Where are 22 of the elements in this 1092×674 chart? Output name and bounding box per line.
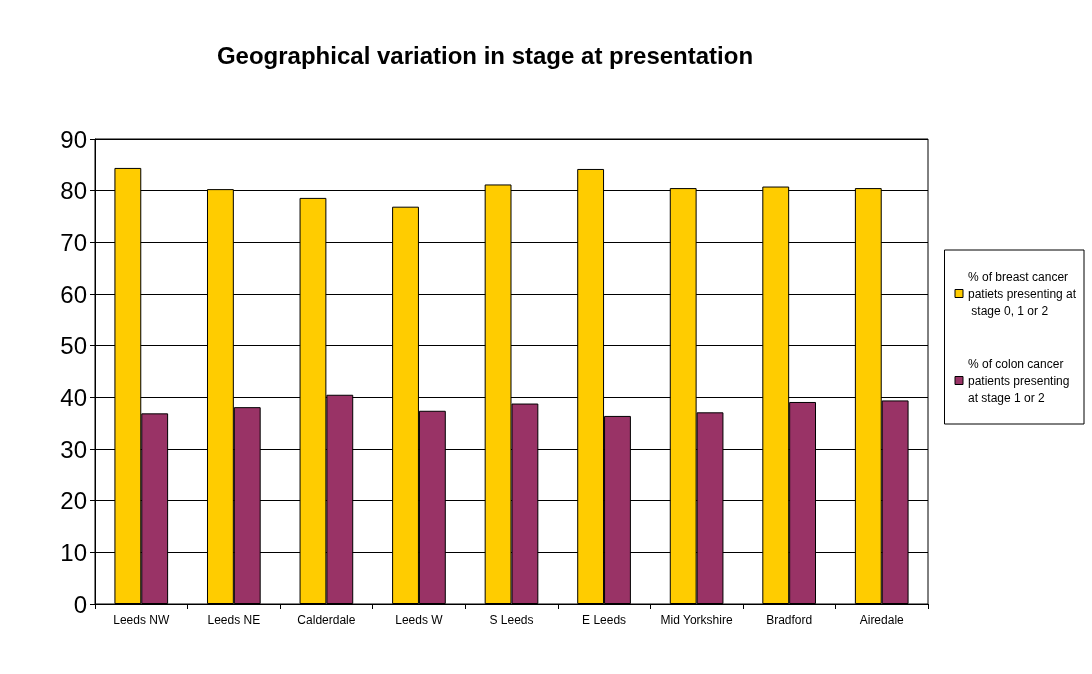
- y-tick-label: 60: [60, 280, 87, 308]
- x-tick-label: Leeds NW: [113, 613, 170, 627]
- legend-label: % of breast cancer patiets presenting at stage 0, 1 or 2: [968, 269, 1077, 318]
- y-tick-label: 70: [60, 228, 87, 256]
- x-tick-label: Leeds NE: [207, 613, 261, 627]
- x-tick-label: Bradford: [766, 613, 813, 627]
- y-tick-label: 0: [73, 590, 87, 618]
- chart-title: Geographical variation in stage at presentation: [216, 41, 754, 69]
- x-tick-label: E Leeds: [582, 613, 627, 627]
- x-tick-label: Airedale: [859, 613, 905, 627]
- y-tick-label: 50: [60, 332, 87, 360]
- y-tick-label: 30: [60, 435, 87, 463]
- legend-label: % of colon cancer patients presenting at stage 1 or 2: [968, 356, 1073, 405]
- x-tick-label: Leeds W: [395, 613, 444, 627]
- y-tick-label: 40: [60, 383, 87, 411]
- x-tick-label: Mid Yorkshire: [660, 613, 733, 627]
- x-tick-label: S Leeds: [489, 613, 534, 627]
- y-tick-label: 20: [60, 487, 87, 515]
- x-tick-label: Calderdale: [297, 613, 356, 627]
- y-tick-label: 10: [60, 538, 87, 566]
- y-tick-label: 90: [60, 125, 87, 153]
- y-tick-label: 80: [60, 177, 87, 205]
